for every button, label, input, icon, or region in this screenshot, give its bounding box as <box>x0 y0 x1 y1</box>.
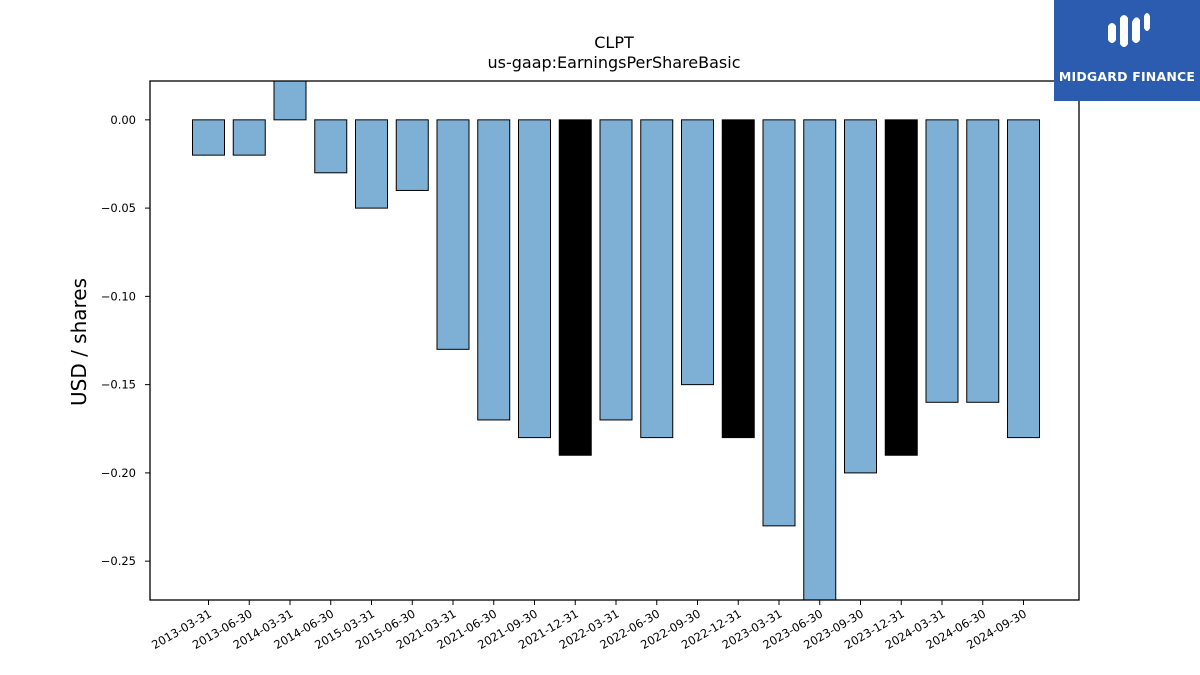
y-tick-label: −0.20 <box>101 466 136 480</box>
x-ticks-group: 2013-03-312013-06-302014-03-312014-06-30… <box>149 600 1029 652</box>
y-tick-label: −0.05 <box>101 201 136 215</box>
chart-subtitle: us-gaap:EarningsPerShareBasic <box>487 53 740 72</box>
y-tick-label: −0.10 <box>101 289 136 303</box>
bar-2015-03-31 <box>355 119 388 209</box>
y-tick-label: 0.00 <box>110 113 136 127</box>
bar-2024-09-30 <box>1007 119 1040 439</box>
bar-2022-09-30 <box>681 119 714 386</box>
logo-text: MIDGARD FINANCE <box>1058 69 1196 84</box>
bar-2014-06-30 <box>314 119 348 174</box>
bar-2024-03-31 <box>925 119 959 403</box>
midgard-finance-logo: MIDGARD FINANCE <box>1054 0 1200 101</box>
bar-2023-12-31 <box>884 119 918 456</box>
bar-2014-03-31 <box>273 80 307 121</box>
bar-2023-06-30 <box>803 119 837 601</box>
y-axis-label: USD / shares <box>67 278 91 406</box>
plot-frame <box>149 80 1080 601</box>
bar-2022-06-30 <box>640 119 674 439</box>
bar-2024-06-30 <box>966 119 1000 403</box>
bar-2023-09-30 <box>844 119 877 474</box>
bar-2015-06-30 <box>395 119 429 191</box>
y-tick-label: −0.25 <box>101 554 136 568</box>
chart-title: CLPT <box>594 33 634 52</box>
bar-2013-06-30 <box>232 119 266 156</box>
y-ticks-group: 0.00 −0.05 −0.10 −0.15 −0.20 −0.25 <box>101 113 150 568</box>
bar-2021-12-31 <box>558 119 592 456</box>
bar-2022-03-31 <box>599 119 633 421</box>
midgard-logo-icon <box>1108 13 1150 47</box>
bar-2021-03-31 <box>436 119 470 350</box>
bar-2022-12-31 <box>721 119 755 439</box>
bar-2021-06-30 <box>477 119 511 421</box>
bar-2023-03-31 <box>762 119 796 527</box>
bar-2013-03-31 <box>192 119 225 156</box>
bar-2021-09-30 <box>518 119 551 439</box>
y-tick-label: −0.15 <box>101 378 136 392</box>
bars-group <box>192 80 1040 601</box>
